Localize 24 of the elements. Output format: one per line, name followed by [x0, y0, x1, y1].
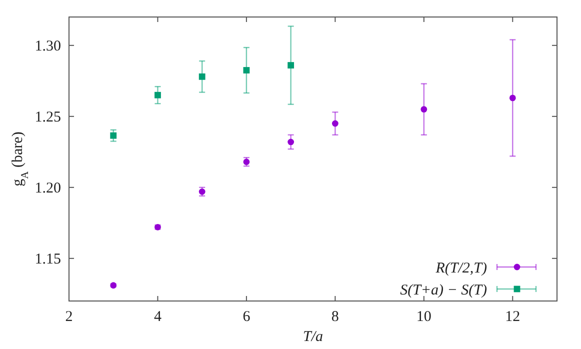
point: [332, 120, 338, 127]
x-tick-label: 4: [154, 309, 162, 325]
point: [420, 106, 428, 112]
x-tick-label: 10: [416, 309, 432, 325]
point: [243, 158, 250, 166]
point: [110, 132, 117, 139]
legend-label: R(T/2,T): [434, 260, 487, 276]
y-tick-label: 1.20: [34, 180, 61, 197]
y-tick-label: 1.25: [34, 110, 61, 126]
x-tick-label: 12: [505, 309, 520, 325]
point: [288, 62, 294, 68]
x-tick-label: 2: [65, 309, 73, 325]
x-axis-title: T/a: [302, 329, 324, 345]
point: [154, 92, 161, 98]
point: [198, 188, 206, 195]
x-tick-label: 8: [331, 309, 339, 325]
point: [509, 94, 516, 102]
y-tick-label: 1.15: [34, 252, 61, 268]
x-tick-label: 6: [242, 309, 251, 325]
point: [243, 67, 250, 74]
point: [288, 138, 294, 146]
y-tick-label: 1.30: [34, 38, 61, 55]
legend-label: S(T+a) − S(T): [400, 282, 487, 298]
point: [198, 73, 206, 80]
